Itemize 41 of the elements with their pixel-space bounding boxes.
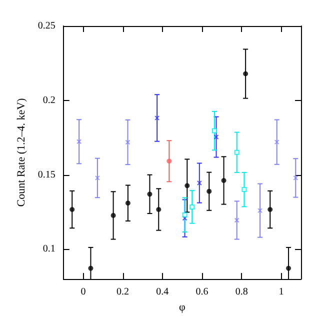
y-tick-label: 0.15 [38,169,56,180]
point [196,180,202,186]
point [243,71,248,76]
point [274,140,280,145]
point [214,134,219,140]
point [110,212,116,218]
point [234,218,240,223]
x-tick-label: 0 [80,286,86,298]
point [166,158,172,164]
point [258,208,263,214]
y-tick-label: 0.25 [38,20,56,32]
x-tick-label: 1 [278,286,284,298]
point [88,266,94,271]
point [154,115,160,120]
point [147,192,152,197]
point [190,204,195,210]
point [125,140,130,145]
point [182,212,188,218]
point [70,207,75,212]
y-axis-title: Count Rate (1.2–4. keV) [16,98,28,207]
point [286,266,292,271]
x-axis-title: φ [179,301,186,314]
x-tick-label: 0.6 [196,286,208,298]
point [184,183,190,188]
x-tick-label: 0.8 [235,286,248,298]
point [212,128,217,134]
point [221,178,226,183]
point [242,187,247,192]
point [76,139,82,144]
point [125,200,130,206]
point [182,216,188,221]
x-tick-label: 0.2 [116,286,130,298]
y-tick-label: 0.2 [42,94,56,106]
y-tick-label: 0.1 [42,244,56,255]
point [206,188,212,194]
point [156,207,162,212]
point [293,175,298,180]
point [94,175,100,180]
x-tick-label: 0.4 [156,286,169,298]
point [268,207,273,212]
point [234,150,240,155]
